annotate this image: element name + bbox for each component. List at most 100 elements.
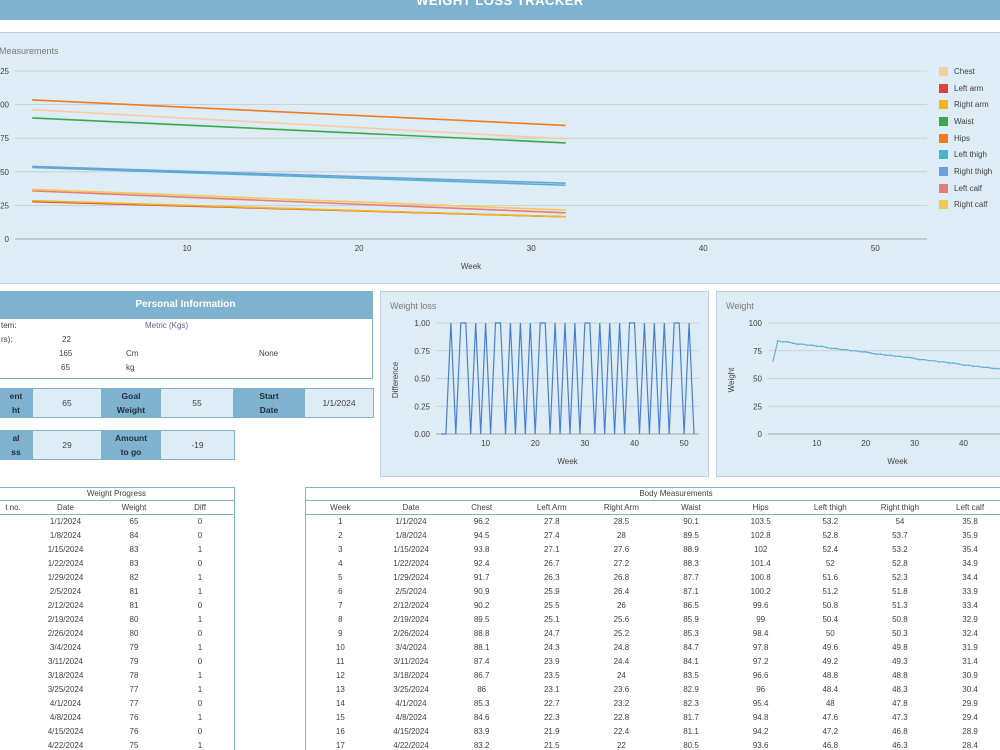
column-header[interactable]: Waist [656, 500, 726, 515]
table-cell[interactable]: 0 [197, 600, 203, 610]
table-cell[interactable]: 28.9 [962, 726, 978, 736]
table-cell[interactable]: 24.7 [543, 628, 560, 638]
table-cell[interactable]: 94.5 [473, 530, 490, 540]
column-header[interactable]: Right Arm [586, 500, 657, 515]
table-cell[interactable]: 103.5 [750, 516, 771, 526]
table-cell[interactable]: 1 [197, 740, 203, 750]
table-cell[interactable]: 22.4 [613, 726, 630, 736]
table-row[interactable]: 3/4/2024 79 1 [0, 640, 235, 654]
table-cell[interactable]: 15 [335, 712, 345, 722]
table-cell[interactable]: 29.4 [962, 712, 978, 722]
table-cell[interactable]: 3/25/2024 [47, 684, 84, 694]
table-cell[interactable]: 4/1/2024 [395, 698, 427, 708]
column-header[interactable]: Right thigh [865, 500, 935, 515]
table-row[interactable]: 1/22/2024 83 0 [0, 556, 235, 570]
table-cell[interactable] [0, 598, 28, 612]
table-cell[interactable]: 4/8/2024 [395, 712, 427, 722]
table-cell[interactable]: 2/19/2024 [47, 614, 84, 624]
table-cell[interactable]: 53.2 [892, 544, 908, 554]
table-cell[interactable]: 26 [616, 600, 626, 610]
table-cell[interactable]: 34.4 [962, 572, 978, 582]
table-row[interactable]: 16 4/15/2024 83.9 21.9 22.4 81.1 94.2 47.2 46.8 2… [305, 724, 1000, 738]
start-date-value[interactable]: 1/1/2024 [305, 389, 373, 417]
table-cell[interactable]: 82.9 [683, 684, 699, 694]
table-cell[interactable]: 75 [129, 740, 139, 750]
table-cell[interactable]: 0 [197, 558, 203, 568]
table-cell[interactable]: 1 [197, 544, 203, 554]
table-cell[interactable]: 53.2 [822, 516, 839, 526]
table-cell[interactable]: 87.1 [683, 586, 699, 596]
table-row[interactable]: 4/8/2024 76 1 [0, 710, 235, 724]
table-row[interactable]: 11 3/11/2024 87.4 23.9 24.4 84.1 97.2 49.2 49.3 3… [305, 654, 1000, 668]
table-row[interactable]: 3/11/2024 79 0 [0, 654, 235, 668]
table-cell[interactable]: 85.3 [473, 698, 490, 708]
table-row[interactable]: 3/25/2024 77 1 [0, 682, 235, 696]
table-cell[interactable]: 1 [197, 670, 203, 680]
table-row[interactable]: 2/19/2024 80 1 [0, 612, 235, 626]
table-cell[interactable]: 4 [338, 558, 343, 568]
table-cell[interactable]: 84.7 [683, 642, 699, 652]
table-cell[interactable]: 26.7 [543, 558, 560, 568]
legend-item[interactable]: Right arm [939, 96, 992, 113]
table-cell[interactable] [0, 654, 28, 668]
table-cell[interactable]: 16 [335, 726, 345, 736]
table-cell[interactable]: 51.8 [892, 586, 908, 596]
goal-weight-value[interactable]: 55 [161, 389, 233, 417]
table-cell[interactable]: 89.5 [473, 614, 490, 624]
table-cell[interactable]: 90.2 [473, 600, 490, 610]
table-cell[interactable]: 97.8 [752, 642, 769, 652]
legend-item[interactable]: Left arm [939, 80, 992, 97]
table-cell[interactable]: 98.4 [752, 628, 769, 638]
table-cell[interactable]: 1/29/2024 [47, 572, 84, 582]
column-header[interactable]: Left calf [934, 500, 1000, 515]
table-cell[interactable]: 46.8 [892, 726, 908, 736]
table-cell[interactable]: 79 [129, 656, 139, 666]
table-cell[interactable]: 0 [197, 628, 203, 638]
table-cell[interactable]: 52.8 [822, 530, 839, 540]
table-cell[interactable]: 77 [129, 684, 139, 694]
column-header[interactable]: Date [375, 500, 447, 515]
table-cell[interactable]: 4/15/2024 [47, 726, 84, 736]
table-cell[interactable]: 25.6 [613, 614, 630, 624]
table-row[interactable]: 14 4/1/2024 85.3 22.7 23.2 82.3 95.4 48 47.8 29.9 [305, 696, 1000, 710]
table-cell[interactable]: 96.6 [752, 670, 769, 680]
table-cell[interactable]: 2 [338, 530, 343, 540]
table-cell[interactable]: 34.9 [962, 558, 978, 568]
table-row[interactable]: 6 2/5/2024 90.9 25.9 26.4 87.1 100.2 51.2 51.8 33… [305, 584, 1000, 598]
weight-value[interactable]: 65 [61, 363, 70, 372]
legend-item[interactable]: Left thigh [939, 146, 992, 163]
table-row[interactable]: 1/29/2024 82 1 [0, 570, 235, 584]
table-cell[interactable]: 1/15/2024 [393, 544, 429, 554]
table-cell[interactable]: 9 [338, 628, 343, 638]
weight-chart[interactable]: 0 25 50 75 100 10 20 30 40 Week Weight Weight [716, 291, 1000, 477]
table-cell[interactable] [0, 640, 28, 654]
table-cell[interactable]: 25.5 [543, 600, 560, 610]
table-row[interactable]: 2 1/8/2024 94.5 27.4 28 89.5 102.8 52.8 53.7 35.9 [305, 528, 1000, 542]
table-cell[interactable]: 2/5/2024 [395, 586, 427, 596]
table-cell[interactable]: 33.9 [962, 586, 978, 596]
table-cell[interactable]: 94.2 [752, 726, 769, 736]
table-cell[interactable] [0, 682, 28, 696]
table-cell[interactable]: 2/19/2024 [393, 614, 429, 624]
table-cell[interactable]: 23.1 [543, 684, 560, 694]
table-cell[interactable]: 6 [338, 586, 343, 596]
table-cell[interactable]: 50.4 [822, 614, 839, 624]
table-cell[interactable]: 28 [616, 530, 626, 540]
table-cell[interactable]: 2/26/2024 [47, 628, 84, 638]
table-cell[interactable]: 89.5 [683, 530, 699, 540]
table-cell[interactable]: 27.8 [543, 516, 560, 526]
table-cell[interactable]: 81 [129, 600, 139, 610]
table-cell[interactable]: 3/11/2024 [48, 656, 83, 666]
table-cell[interactable]: 0 [197, 516, 203, 526]
table-cell[interactable]: 28.4 [962, 740, 978, 750]
table-cell[interactable]: 10 [335, 642, 345, 652]
table-cell[interactable]: 2/5/2024 [49, 586, 82, 596]
table-row[interactable]: 15 4/8/2024 84.6 22.3 22.8 81.7 94.8 47.6 47.3 29… [305, 710, 1000, 724]
table-cell[interactable]: 52.4 [822, 544, 839, 554]
table-cell[interactable]: 48.4 [822, 684, 839, 694]
table-cell[interactable]: 1/15/2024 [47, 544, 84, 554]
table-row[interactable]: 13 3/25/2024 86 23.1 23.6 82.9 96 48.4 48.3 30.4 [305, 682, 1000, 696]
table-row[interactable]: 10 3/4/2024 88.1 24.3 24.8 84.7 97.8 49.6 49.8 31… [305, 640, 1000, 654]
column-header[interactable]: Left thigh [795, 500, 866, 515]
table-cell[interactable]: 5 [338, 572, 343, 582]
